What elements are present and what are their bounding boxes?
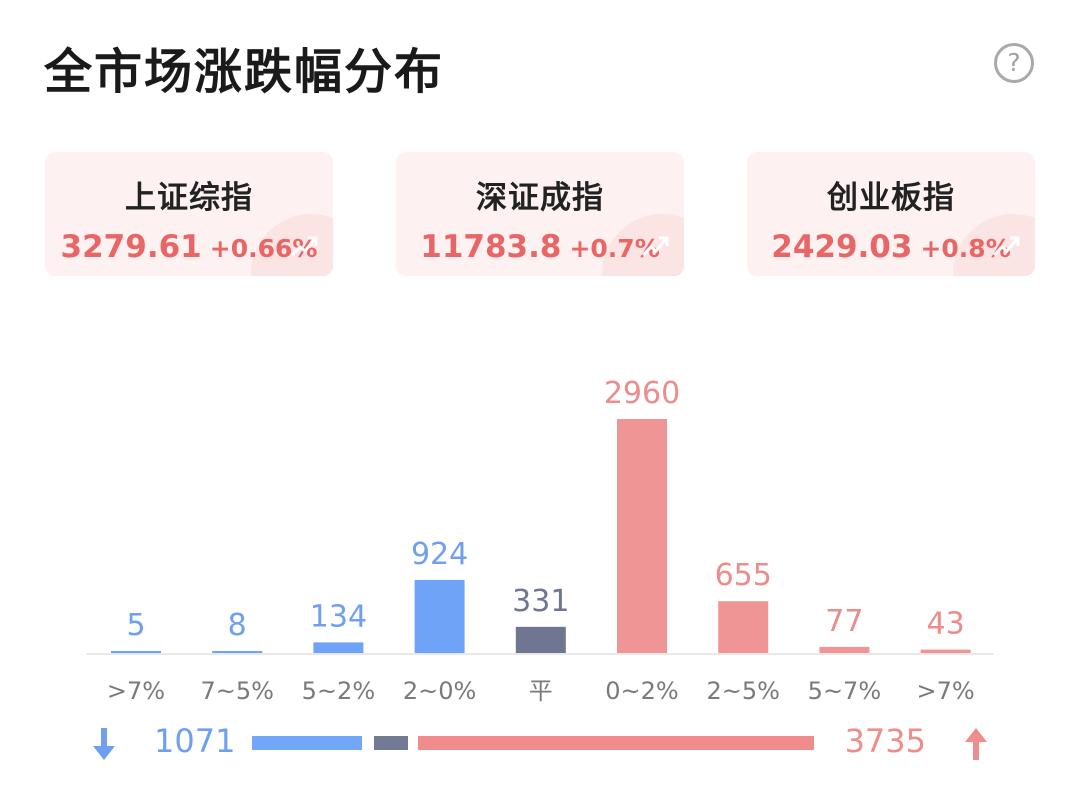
arrow-up-icon (965, 728, 987, 760)
x-tick-label: 5~7% (808, 677, 881, 705)
x-tick-label: 2~5% (706, 677, 779, 705)
down-ratio-bar (252, 736, 362, 750)
bar-7[interactable] (718, 601, 769, 653)
bar-9[interactable] (920, 649, 971, 653)
index-card-szse[interactable]: 深证成指 11783.8 +0.7% (396, 152, 684, 276)
index-value: 3279.61 (60, 229, 202, 265)
index-value: 2429.03 (771, 229, 913, 265)
x-tick-label: 5~2% (302, 677, 375, 705)
trend-up-icon (641, 236, 669, 257)
down-total: 1071 (154, 722, 236, 760)
x-tick-label: 2~0% (403, 677, 476, 705)
x-tick-label: >7% (107, 677, 165, 705)
bar-value-label: 8 (228, 608, 247, 643)
up-total: 3735 (844, 722, 926, 760)
bar-6[interactable] (617, 419, 667, 653)
index-quote: 2429.03 +0.8% (747, 229, 1035, 265)
bar-4[interactable] (414, 579, 465, 653)
index-name: 创业板指 (827, 180, 955, 216)
up-ratio-bar (418, 736, 814, 750)
page-title: 全市场涨跌幅分布 (44, 44, 445, 100)
bar-value-label: 331 (512, 584, 569, 619)
bar-value-label: 5 (126, 608, 145, 643)
arrow-down-icon (93, 728, 115, 760)
x-tick-label: 0~2% (605, 677, 678, 705)
x-tick-label: 7~5% (200, 677, 273, 705)
bar-value-label: 924 (411, 537, 468, 572)
index-change: +0.8% (920, 234, 1011, 263)
help-icon[interactable]: ? (994, 43, 1034, 83)
bar-5[interactable] (515, 626, 566, 653)
trend-up-icon (992, 236, 1020, 257)
bar-3[interactable] (313, 642, 364, 653)
index-name: 深证成指 (476, 180, 604, 216)
bar-1[interactable] (111, 651, 161, 653)
bar-2[interactable] (212, 651, 263, 653)
bar-value-label: 134 (310, 599, 367, 634)
index-change: +0.7% (569, 234, 660, 263)
flat-ratio-bar (374, 736, 408, 750)
bar-value-label: 43 (927, 607, 965, 642)
x-tick-label: >7% (917, 677, 975, 705)
index-name: 上证综指 (125, 180, 253, 216)
index-card-chinext[interactable]: 创业板指 2429.03 +0.8% (747, 152, 1035, 276)
trend-up-icon (290, 236, 318, 257)
index-value: 11783.8 (420, 229, 562, 265)
bar-value-label: 2960 (604, 376, 680, 411)
bar-8[interactable] (819, 646, 870, 653)
bar-value-label: 77 (825, 604, 863, 639)
bar-value-label: 655 (715, 558, 772, 593)
x-tick-label: 平 (529, 677, 553, 705)
index-card-sse[interactable]: 上证综指 3279.61 +0.66% (45, 152, 333, 276)
index-quote: 11783.8 +0.7% (396, 229, 684, 265)
